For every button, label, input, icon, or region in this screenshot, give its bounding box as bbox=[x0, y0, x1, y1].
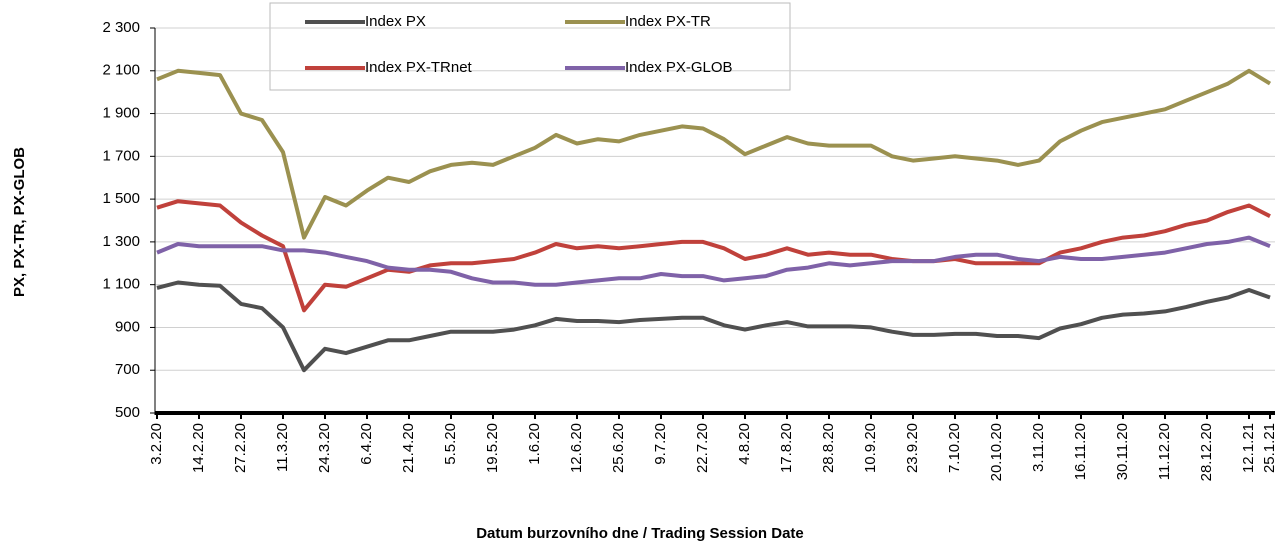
x-tick-label: 22.7.20 bbox=[694, 423, 711, 473]
x-tick-label: 11.12.20 bbox=[1156, 423, 1173, 480]
x-tick-label: 9.7.20 bbox=[652, 423, 669, 465]
series-line bbox=[156, 199, 1271, 313]
x-tick-label: 28.8.20 bbox=[820, 423, 837, 473]
x-tick-label: 12.1.21 bbox=[1240, 423, 1257, 473]
x-tick-label: 5.5.20 bbox=[442, 423, 459, 465]
legend-label: Index PX-TR bbox=[625, 13, 711, 30]
x-tick-label: 19.5.20 bbox=[484, 423, 501, 473]
x-tick-label: 25.6.20 bbox=[610, 423, 627, 473]
y-tick-label: 900 bbox=[115, 318, 140, 335]
x-tick-label: 24.3.20 bbox=[316, 423, 333, 473]
x-tick-label: 27.2.20 bbox=[232, 423, 249, 473]
x-tick-label: 30.11.20 bbox=[1114, 423, 1131, 480]
legend-label: Index PX-GLOB bbox=[625, 59, 733, 76]
y-tick-label: 1 100 bbox=[102, 276, 140, 293]
y-tick-label: 700 bbox=[115, 361, 140, 378]
x-tick-label: 16.11.20 bbox=[1072, 423, 1089, 480]
y-axis-title: PX, PX-TR, PX-GLOB bbox=[11, 147, 28, 297]
x-axis-title: Datum burzovního dne / Trading Session D… bbox=[476, 525, 804, 542]
x-tick-label: 7.10.20 bbox=[946, 423, 963, 473]
series-line bbox=[156, 235, 1271, 287]
y-tick-label: 2 300 bbox=[102, 19, 140, 36]
x-tick-label: 14.2.20 bbox=[190, 423, 207, 473]
x-tick-label: 20.10.20 bbox=[988, 423, 1005, 481]
x-tick-label: 10.9.20 bbox=[862, 423, 879, 473]
x-tick-label: 4.8.20 bbox=[736, 423, 753, 465]
x-tick-label: 11.3.20 bbox=[274, 423, 291, 472]
x-tick-label: 1.6.20 bbox=[526, 423, 543, 465]
y-tick-label: 2 100 bbox=[102, 62, 140, 79]
y-tick-label: 500 bbox=[115, 404, 140, 421]
x-tick-label: 23.9.20 bbox=[904, 423, 921, 473]
series-line bbox=[156, 68, 1272, 240]
x-tick-label: 3.11.20 bbox=[1030, 423, 1047, 472]
x-tick-label: 28.12.20 bbox=[1198, 423, 1215, 481]
legend-label: Index PX bbox=[365, 13, 426, 30]
y-tick-label: 1 700 bbox=[102, 147, 140, 164]
y-tick-label: 1 300 bbox=[102, 233, 140, 250]
y-tick-label: 1 900 bbox=[102, 105, 140, 122]
x-tick-label: 12.6.20 bbox=[568, 423, 585, 473]
legend-box bbox=[269, 2, 791, 91]
legend-label: Index PX-TRnet bbox=[365, 59, 473, 76]
y-tick-label: 1 500 bbox=[102, 190, 140, 207]
x-tick-label: 21.4.20 bbox=[400, 423, 417, 473]
x-tick-label: 6.4.20 bbox=[358, 423, 375, 465]
series-line bbox=[156, 280, 1271, 373]
x-tick-label: 17.8.20 bbox=[778, 423, 795, 473]
x-tick-label: 25.1.21 bbox=[1261, 423, 1277, 473]
x-tick-label: 3.2.20 bbox=[148, 423, 165, 465]
